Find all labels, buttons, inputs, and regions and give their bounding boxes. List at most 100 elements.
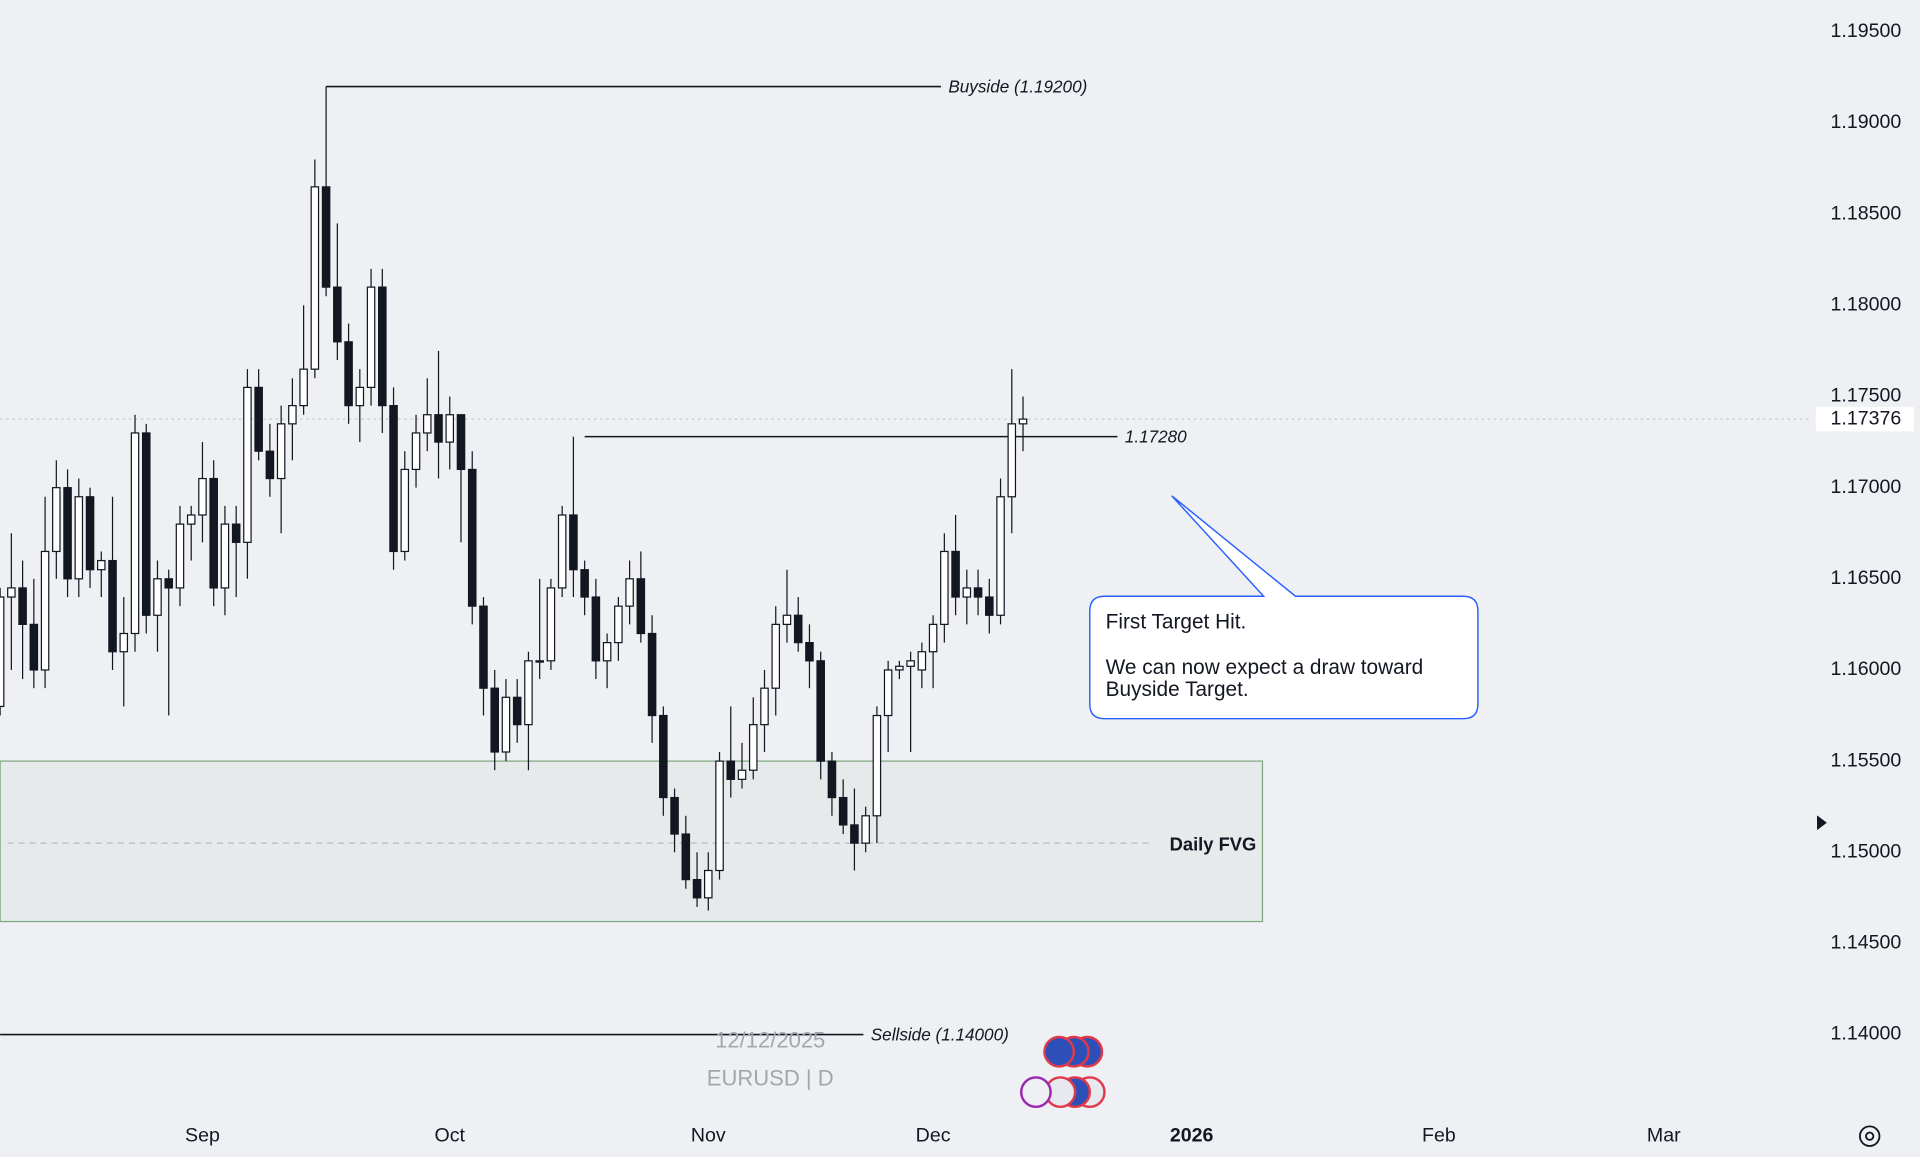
- candle-body: [422, 414, 432, 434]
- candle-body: [917, 651, 927, 671]
- candle-body: [512, 696, 522, 726]
- candle-body: [63, 487, 72, 580]
- candle-body: [299, 368, 308, 407]
- candle-body: [445, 414, 455, 443]
- y-tick-label: 1.18500: [1831, 202, 1902, 224]
- candle-body: [355, 386, 365, 407]
- y-tick-label: 1.15000: [1831, 840, 1902, 862]
- candle-body: [501, 696, 511, 753]
- candle-body: [108, 559, 117, 653]
- fvg-label: Daily FVG: [1170, 833, 1257, 854]
- candle-body: [1007, 423, 1017, 498]
- candle-body: [7, 587, 16, 598]
- candle-body: [636, 578, 646, 635]
- candle-body: [389, 405, 398, 553]
- watermark-symbol: EURUSD | D: [707, 1066, 834, 1091]
- candle-body: [782, 614, 792, 625]
- level-label: Buyside (1.19200): [948, 76, 1087, 96]
- candle-body: [52, 487, 61, 553]
- candle-body: [366, 286, 376, 389]
- candle-body: [557, 514, 567, 589]
- candle-body: [827, 760, 837, 799]
- candle-body: [816, 660, 825, 762]
- last-price-box: [1815, 406, 1914, 432]
- candle-body: [310, 186, 320, 370]
- candle-body: [141, 432, 151, 616]
- candle-body: [546, 587, 556, 662]
- candle-body: [906, 660, 915, 667]
- candle-body: [692, 878, 702, 899]
- candle-body: [996, 496, 1005, 616]
- candle-body: [524, 660, 533, 726]
- candle-body: [793, 614, 803, 644]
- candle-body: [0, 596, 5, 708]
- candle-body: [962, 587, 972, 598]
- candle-body: [973, 587, 983, 598]
- y-tick-label: 1.17000: [1831, 476, 1902, 498]
- candle-body: [704, 869, 713, 899]
- watermark-date: 12/12/2025: [715, 1028, 825, 1053]
- callout-line: First Target Hit.: [1106, 611, 1247, 634]
- settings-icon[interactable]: [1858, 1125, 1881, 1147]
- candle-body: [254, 386, 263, 452]
- scroll-arrow[interactable]: [1817, 815, 1827, 831]
- candle-body: [951, 550, 960, 598]
- candle-body: [591, 596, 601, 662]
- candle-body: [456, 414, 466, 471]
- x-tick-label: Nov: [691, 1124, 726, 1146]
- candle-body: [726, 760, 736, 780]
- y-tick-label: 1.14500: [1831, 932, 1902, 954]
- y-tick-label: 1.16000: [1831, 658, 1902, 680]
- axes: 1.14000 1.14500 1.15000 1.15500 1.16000 1.165…: [185, 20, 1914, 1146]
- candle-body: [288, 405, 297, 425]
- y-tick-label: 1.14000: [1831, 1023, 1902, 1045]
- candle-body: [175, 523, 185, 589]
- candle-body: [400, 468, 410, 553]
- candle-body: [850, 824, 859, 844]
- callout-line: Buyside Target.: [1106, 678, 1249, 701]
- x-tick-label: Oct: [435, 1124, 466, 1146]
- candle-body: [411, 432, 421, 471]
- candle-body: [434, 414, 443, 443]
- candle-body: [748, 724, 758, 771]
- candle-body: [479, 605, 488, 689]
- candle-body: [928, 623, 938, 653]
- candle-body: [838, 796, 848, 826]
- candle-body: [344, 341, 353, 407]
- candle-body: [209, 477, 218, 589]
- candle-body: [602, 641, 612, 662]
- x-tick-label: Dec: [916, 1124, 951, 1146]
- last-price-label: 1.17376: [1831, 407, 1902, 429]
- candle-body: [569, 514, 578, 571]
- event-icons: [1019, 1035, 1106, 1109]
- candle-body: [715, 760, 724, 872]
- y-tick-label: 1.15500: [1831, 749, 1902, 771]
- candle-body: [1018, 418, 1028, 425]
- candle-body: [670, 796, 679, 835]
- candle-body: [119, 632, 129, 653]
- fvg-zone: [0, 760, 1264, 923]
- candle-body: [130, 432, 140, 635]
- candle-body: [467, 468, 477, 607]
- candle-body: [940, 550, 949, 625]
- candle-body: [153, 578, 162, 616]
- candle-body: [164, 578, 174, 589]
- y-tick-label: 1.16500: [1831, 567, 1902, 589]
- candle-body: [18, 587, 27, 625]
- candle-body: [220, 523, 230, 589]
- candle-body: [659, 714, 668, 799]
- candle-body: [681, 833, 691, 881]
- candle-body: [276, 423, 286, 480]
- x-tick-label: Sep: [185, 1124, 220, 1146]
- y-tick-label: 1.17500: [1831, 385, 1902, 407]
- candle-body: [40, 550, 50, 671]
- candle-body: [74, 496, 84, 580]
- candle-body: [580, 569, 589, 598]
- annotations: First Target Hit. We can now expect a dr…: [707, 76, 1881, 1147]
- candle-body: [895, 665, 904, 671]
- candle-body: [647, 632, 657, 717]
- candle-body: [805, 641, 814, 662]
